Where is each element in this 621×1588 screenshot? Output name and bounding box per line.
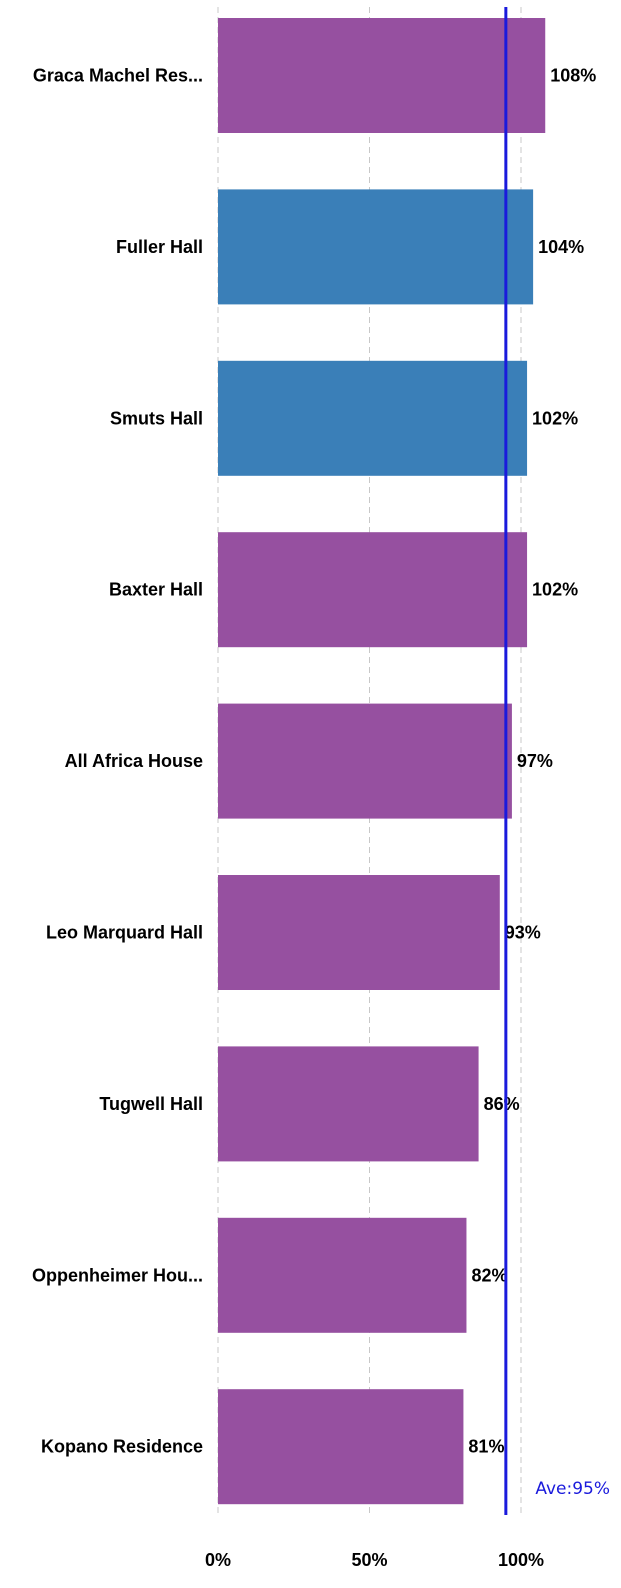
value-label-7: 82% — [471, 1265, 507, 1285]
value-label-6: 86% — [484, 1094, 520, 1114]
value-label-5: 93% — [505, 923, 541, 943]
category-label-5: Leo Marquard Hall — [46, 923, 203, 943]
category-label-8: Kopano Residence — [41, 1437, 203, 1457]
category-label-0: Graca Machel Res... — [33, 66, 203, 86]
x-tick-label-50: 50% — [351, 1550, 387, 1570]
category-label-1: Fuller Hall — [116, 237, 203, 257]
value-label-1: 104% — [538, 237, 584, 257]
value-label-0: 108% — [550, 66, 596, 86]
bar-7 — [218, 1217, 467, 1333]
value-label-4: 97% — [517, 751, 553, 771]
value-label-8: 81% — [468, 1437, 504, 1457]
bar-5 — [218, 875, 500, 990]
average-label: Ave:95% — [535, 1479, 610, 1499]
x-axis: 0% 50% 100% — [205, 1550, 544, 1570]
x-tick-label-0: 0% — [205, 1550, 231, 1570]
bars — [218, 18, 546, 1505]
bar-4 — [218, 703, 512, 819]
value-label-3: 102% — [532, 580, 578, 600]
category-label-4: All Africa House — [65, 751, 203, 771]
category-label-3: Baxter Hall — [109, 580, 203, 600]
category-label-7: Oppenheimer Hou... — [32, 1265, 203, 1285]
average-line-group: Ave:95% — [504, 7, 610, 1515]
value-label-2: 102% — [532, 408, 578, 428]
bar-1 — [218, 189, 534, 305]
bar-8 — [218, 1389, 464, 1505]
category-label-2: Smuts Hall — [110, 408, 203, 428]
bar-2 — [218, 360, 528, 476]
labels: Graca Machel Res... 108% Fuller Hall 104% Sm… — [32, 66, 596, 1457]
bar-0 — [218, 18, 546, 133]
bar-6 — [218, 1046, 479, 1162]
bar-3 — [218, 532, 528, 648]
x-tick-label-100: 100% — [498, 1550, 544, 1570]
category-label-6: Tugwell Hall — [99, 1094, 203, 1114]
